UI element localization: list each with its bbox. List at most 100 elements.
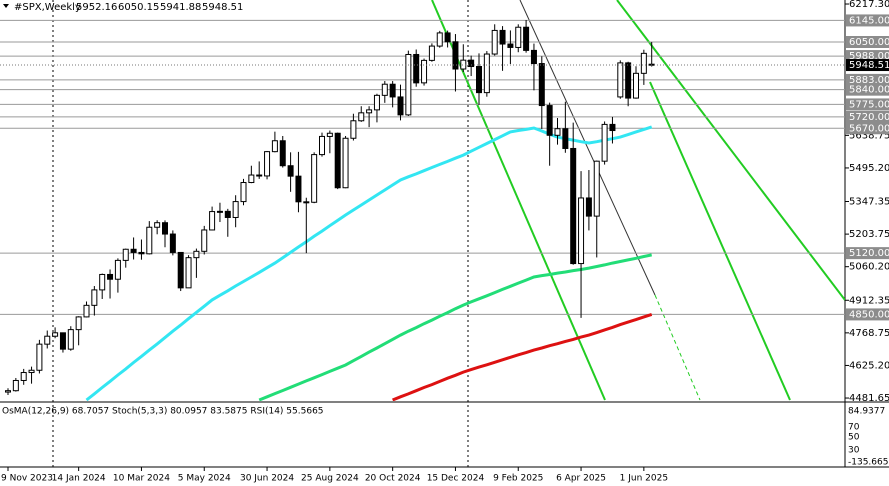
trend-line — [654, 294, 701, 401]
candle-body — [633, 72, 639, 99]
candle-body — [209, 211, 216, 231]
candle-body — [138, 251, 145, 255]
candle-body — [538, 63, 545, 107]
trend-line — [649, 81, 791, 401]
level-box — [846, 98, 889, 111]
candle-body — [193, 250, 200, 259]
candle-body — [476, 66, 482, 94]
candle-body — [507, 43, 514, 48]
candle-body — [468, 59, 475, 68]
level-label: 4850.00 — [849, 309, 889, 320]
y-tick-label: 5495.20 — [849, 163, 889, 174]
candle-body — [405, 53, 412, 116]
candle-body — [162, 222, 168, 235]
candle-body — [52, 332, 59, 337]
candle-body — [232, 201, 239, 218]
level-box — [846, 122, 889, 135]
candle-body — [397, 96, 404, 116]
candle-body — [373, 94, 380, 111]
plot — [0, 19, 845, 401]
candle-body — [640, 52, 647, 74]
candle-body — [177, 251, 184, 289]
candle-body — [342, 137, 349, 189]
level-label: 6050.00 — [849, 37, 889, 48]
candle-body — [562, 128, 569, 149]
y-tick-label: 4481.65 — [849, 393, 889, 404]
candle-body — [452, 41, 459, 70]
candle-body — [256, 174, 263, 177]
y-tick-label: 5203.75 — [849, 229, 889, 240]
candle-body — [389, 83, 396, 98]
level-label: 6145.00 — [849, 15, 889, 26]
candle-body — [287, 165, 294, 177]
moving-average — [258, 253, 653, 401]
indicator-scale-label: 50 — [848, 433, 860, 443]
y-tick-label: 4768.75 — [849, 328, 889, 339]
level-box — [846, 35, 889, 48]
candle-body — [122, 248, 129, 261]
candle-body — [350, 120, 357, 139]
level-box — [846, 83, 889, 96]
indicator-scale-label: 30 — [848, 446, 860, 456]
candle-body — [5, 390, 11, 393]
chart-title: #SPX,Weekly — [14, 2, 81, 13]
candle-body — [216, 210, 223, 213]
y-tick-label: 5638.75 — [849, 130, 889, 141]
price-label: 5948.51 — [849, 60, 889, 71]
candle-body — [585, 197, 592, 217]
level-label: 5840.00 — [849, 85, 889, 96]
indicator-label: OsMA(12,26,9) 68.7057 Stoch(5,3,3) 80.09… — [2, 407, 324, 417]
level-label: 5670.00 — [849, 123, 889, 134]
candle-body — [625, 62, 632, 99]
candle-body — [67, 329, 74, 350]
level-box — [846, 247, 889, 260]
candle-body — [20, 372, 27, 381]
x-tick-label: 1 Jun 2025 — [620, 474, 668, 484]
trend-line — [616, 0, 845, 301]
candle-body — [59, 332, 66, 350]
candle-body — [366, 109, 373, 114]
candle-body — [311, 154, 318, 203]
candle-body — [428, 45, 435, 61]
candle-body — [413, 53, 420, 84]
candle-body — [107, 273, 114, 280]
x-tick-label: 30 Jun 2024 — [240, 474, 294, 484]
candle-body — [523, 26, 530, 51]
candle-body — [248, 174, 255, 184]
moving-average — [392, 312, 653, 401]
header-arrow — [3, 4, 9, 8]
candle-body — [146, 226, 153, 255]
x-tick-label: 25 Aug 2024 — [301, 474, 359, 484]
x-tick-label: 10 Mar 2024 — [113, 474, 170, 484]
candle-body — [436, 32, 443, 47]
candle-body — [515, 26, 522, 48]
x-tick-label: 15 Dec 2024 — [427, 474, 485, 484]
level-label: 5883.00 — [849, 75, 889, 86]
candle-body — [12, 379, 19, 392]
indicator-scale-label: 70 — [848, 423, 860, 433]
candle-body — [295, 175, 302, 203]
x-tick-label: 14 Jan 2024 — [52, 474, 106, 484]
candle-body — [483, 53, 490, 94]
candle-body — [91, 289, 98, 306]
candle-body — [303, 201, 310, 204]
candle-body — [421, 59, 428, 84]
candle-body — [578, 197, 585, 265]
candle-body — [593, 160, 600, 217]
candle-body — [319, 135, 325, 156]
candle-body — [326, 132, 333, 137]
candle-body — [224, 210, 231, 218]
candle-body — [609, 123, 616, 132]
level-box — [846, 110, 889, 123]
candle-body — [83, 304, 90, 318]
x-tick-label: 20 Oct 2024 — [365, 474, 421, 484]
y-tick-label: 5347.35 — [849, 197, 889, 208]
candle-body — [28, 369, 35, 374]
level-box — [846, 14, 889, 27]
candle-body — [530, 49, 537, 65]
candle-body — [334, 132, 341, 189]
y-tick-label: 5060.20 — [849, 262, 889, 273]
candle-body — [169, 233, 176, 253]
